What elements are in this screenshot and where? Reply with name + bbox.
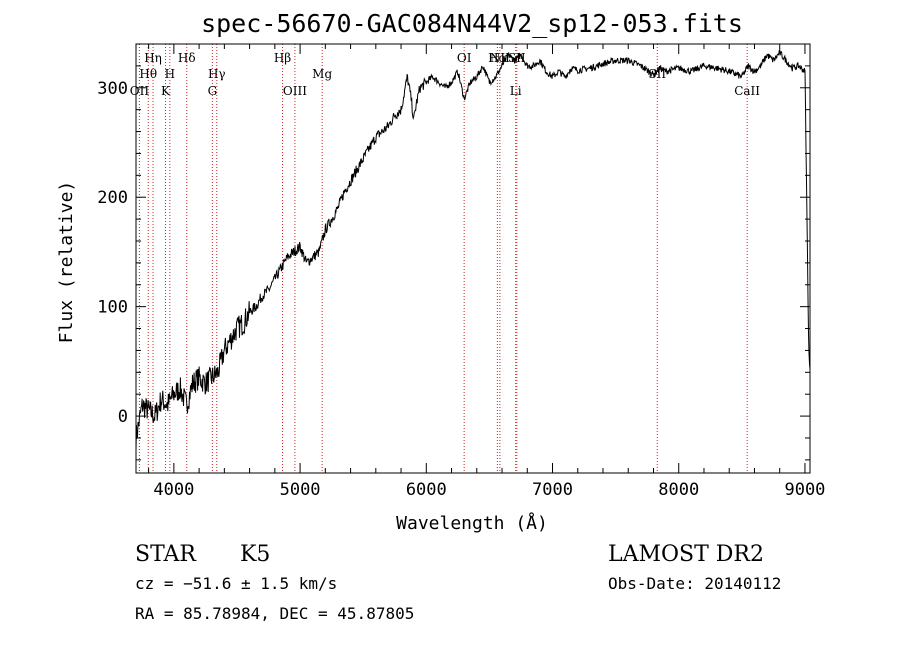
line-label: K: [161, 84, 171, 98]
line-label: CaII: [734, 84, 760, 98]
line-label: Li: [510, 84, 522, 98]
line-label: OI: [457, 51, 472, 65]
line-label: Hβ: [274, 51, 291, 65]
line-label: OII: [130, 84, 150, 98]
line-label: Hα: [488, 51, 507, 65]
line-label: Mg: [312, 67, 332, 81]
line-label: Hγ: [208, 67, 226, 81]
line-label: OIII: [283, 84, 307, 98]
object-subclass: K5: [240, 542, 270, 567]
line-label: Hδ: [178, 51, 196, 65]
line-label: H: [165, 67, 175, 81]
line-label: G: [208, 84, 218, 98]
plot-frame: [135, 43, 811, 474]
x-tick-label: 9000: [784, 480, 825, 500]
obs-date-text: Obs-Date: 20140112: [608, 574, 781, 593]
y-tick-label: 0: [118, 407, 128, 427]
line-label: NII: [490, 51, 510, 65]
axis-ticks: 4000 5000 6000 7000 8000 9000 0 100 200 300: [97, 43, 825, 500]
y-tick-label: 200: [97, 188, 128, 208]
survey-name: LAMOST DR2: [608, 542, 764, 567]
x-tick-label: 8000: [658, 480, 699, 500]
line-label: Hη: [144, 51, 162, 65]
object-class: STAR: [135, 542, 197, 567]
ra-dec-text: RA = 85.78984, DEC = 45.87805: [135, 604, 414, 623]
x-tick-label: 6000: [406, 480, 447, 500]
spectrum-series: [135, 47, 811, 451]
spectrum-line: [135, 47, 811, 451]
y-tick-label: 300: [97, 79, 128, 99]
chart-title: spec-56670-GAC084N44V2_sp12-053.fits: [201, 9, 743, 38]
y-tick-label: 100: [97, 298, 128, 318]
x-tick-label: 7000: [532, 480, 573, 500]
x-tick-label: 5000: [280, 480, 321, 500]
redshift-text: cz = −51.6 ± 1.5 km/s: [135, 574, 337, 593]
line-label: Hθ: [139, 67, 157, 81]
x-axis-label: Wavelength (Å): [396, 512, 548, 534]
y-axis-label: Flux (relative): [56, 181, 77, 344]
x-tick-label: 4000: [153, 480, 194, 500]
